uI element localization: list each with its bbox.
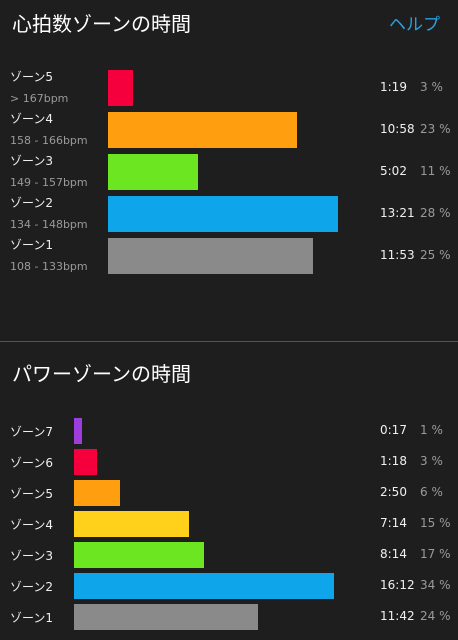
zone-bar: [108, 70, 133, 106]
zone-name: ゾーン3: [10, 549, 54, 563]
zone-name: ゾーン1: [10, 611, 54, 625]
zone-percent: 11 %: [420, 164, 451, 178]
zone-time: 7:14: [380, 516, 407, 530]
zone-percent: 34 %: [420, 578, 451, 592]
zone-time: 0:17: [380, 423, 407, 437]
zone-time: 11:53: [380, 248, 415, 262]
zone-time: 16:12: [380, 578, 415, 592]
zone-time: 5:02: [380, 164, 407, 178]
zone-name: ゾーン4: [10, 518, 54, 532]
zone-time: 1:18: [380, 454, 407, 468]
zone-percent: 24 %: [420, 609, 451, 623]
zone-percent: 23 %: [420, 122, 451, 136]
zone-percent: 6 %: [420, 485, 443, 499]
help-link[interactable]: ヘルプ: [389, 15, 440, 35]
zone-name: ゾーン2: [10, 580, 54, 594]
zone-bar: [108, 196, 338, 232]
zone-range: 108 - 133bpm: [10, 260, 88, 273]
zone-name: ゾーン5: [10, 70, 54, 84]
zone-name: ゾーン4: [10, 112, 54, 126]
zone-bar: [108, 238, 313, 274]
zone-percent: 28 %: [420, 206, 451, 220]
divider: [0, 341, 458, 342]
zone-range: 158 - 166bpm: [10, 134, 88, 147]
zone-time: 11:42: [380, 609, 415, 623]
zone-percent: 3 %: [420, 454, 443, 468]
zone-bar: [74, 418, 82, 444]
zone-percent: 25 %: [420, 248, 451, 262]
zone-name: ゾーン1: [10, 238, 54, 252]
zone-time: 8:14: [380, 547, 407, 561]
zone-range: > 167bpm: [10, 92, 69, 105]
zone-percent: 15 %: [420, 516, 451, 530]
zone-percent: 1 %: [420, 423, 443, 437]
zone-time: 10:58: [380, 122, 415, 136]
power-title: パワーゾーンの時間: [12, 362, 191, 386]
zone-range: 149 - 157bpm: [10, 176, 88, 189]
zone-name: ゾーン6: [10, 456, 54, 470]
zone-bar: [74, 449, 97, 475]
zone-bar: [74, 604, 258, 630]
zone-name: ゾーン2: [10, 196, 54, 210]
zone-bar: [74, 480, 120, 506]
zone-name: ゾーン3: [10, 154, 54, 168]
zone-name: ゾーン7: [10, 425, 54, 439]
zone-percent: 17 %: [420, 547, 451, 561]
zone-range: 134 - 148bpm: [10, 218, 88, 231]
title: 心拍数ゾーンの時間: [12, 12, 191, 36]
zone-bar: [74, 542, 205, 568]
zone-name: ゾーン5: [10, 487, 54, 501]
zone-time: 1:19: [380, 80, 407, 94]
zone-time: 2:50: [380, 485, 407, 499]
zone-percent: 3 %: [420, 80, 443, 94]
zone-bar: [108, 112, 297, 148]
zone-time: 13:21: [380, 206, 415, 220]
zone-bar: [108, 154, 199, 190]
zone-bar: [74, 511, 189, 537]
zone-bar: [74, 573, 335, 599]
